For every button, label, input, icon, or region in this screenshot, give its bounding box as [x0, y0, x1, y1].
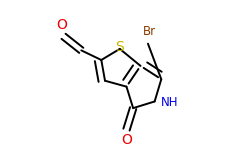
Text: O: O — [121, 133, 132, 147]
Text: O: O — [56, 18, 68, 32]
Text: NH: NH — [161, 96, 179, 110]
Text: S: S — [116, 40, 124, 54]
Text: Br: Br — [143, 25, 156, 38]
